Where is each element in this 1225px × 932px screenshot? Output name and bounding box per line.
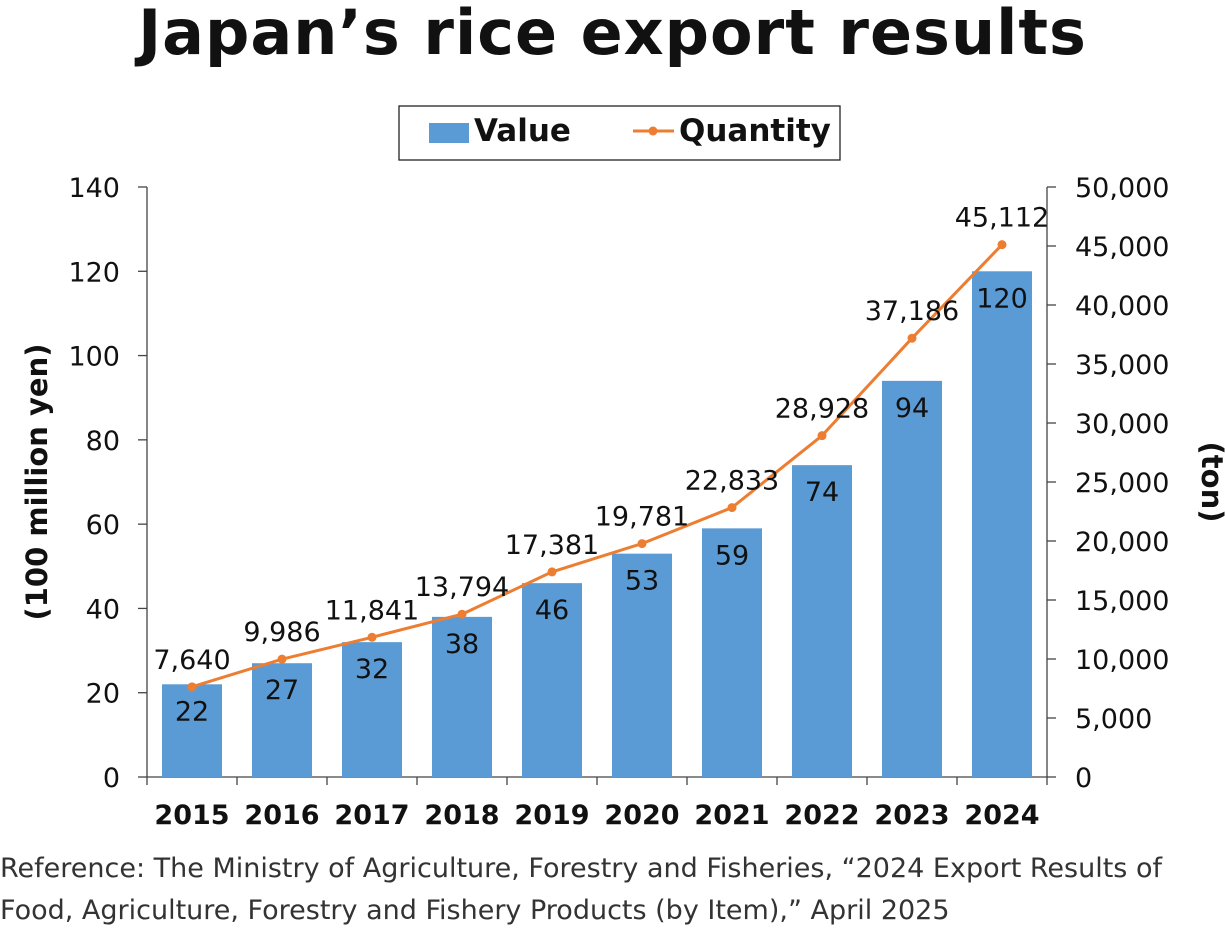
x-tick-label: 2024 bbox=[964, 800, 1039, 831]
bar-data-label: 32 bbox=[355, 654, 389, 685]
y-right-tick-label: 10,000 bbox=[1075, 645, 1169, 676]
y-right-tick-label: 45,000 bbox=[1075, 232, 1169, 263]
line-data-label: 45,112 bbox=[955, 203, 1049, 234]
y-left-tick-label: 0 bbox=[103, 763, 120, 794]
y-right-tick-label: 40,000 bbox=[1075, 291, 1169, 322]
y-right-tick-label: 50,000 bbox=[1075, 173, 1169, 204]
y-left-tick-label: 140 bbox=[68, 173, 120, 204]
y-right-tick-label: 30,000 bbox=[1075, 409, 1169, 440]
line-point-quantity bbox=[367, 632, 377, 642]
line-point-quantity bbox=[997, 240, 1007, 250]
y-right-tick-label: 15,000 bbox=[1075, 586, 1169, 617]
bar-data-label: 46 bbox=[535, 595, 569, 626]
reference-line-1: Reference: The Ministry of Agriculture, … bbox=[0, 853, 1162, 884]
x-tick-label: 2021 bbox=[694, 800, 769, 831]
line-data-label: 11,841 bbox=[325, 595, 419, 626]
y-left-tick-label: 80 bbox=[86, 426, 120, 457]
bar-data-label: 74 bbox=[805, 477, 839, 508]
bar-data-label: 38 bbox=[445, 629, 479, 660]
line-point-quantity bbox=[817, 431, 827, 441]
bar-value bbox=[702, 528, 762, 777]
line-point-quantity bbox=[187, 682, 197, 692]
x-tick-label: 2022 bbox=[784, 800, 859, 831]
line-data-label: 28,928 bbox=[775, 394, 869, 425]
x-tick-label: 2018 bbox=[424, 800, 499, 831]
bar-data-label: 22 bbox=[175, 696, 209, 727]
bar-value bbox=[882, 380, 942, 777]
line-point-quantity bbox=[277, 654, 287, 664]
line-data-label: 19,781 bbox=[595, 502, 689, 533]
legend: Value Quantity bbox=[398, 105, 841, 161]
plot-layer: 0 20 40 60 80 100 120 140 0 5,000 10,000 15,000 20,0… bbox=[68, 173, 1169, 831]
line-data-label: 9,986 bbox=[243, 617, 320, 648]
line-point-quantity bbox=[547, 567, 557, 577]
line-data-label: 37,186 bbox=[865, 296, 959, 327]
bar-value bbox=[612, 553, 672, 777]
legend-label-value: Value bbox=[474, 113, 571, 149]
y-right-tick-label: 25,000 bbox=[1075, 468, 1169, 499]
bar-data-label: 27 bbox=[265, 675, 299, 706]
legend-label-quantity: Quantity bbox=[679, 113, 831, 149]
x-tick-label: 2020 bbox=[604, 800, 679, 831]
x-tick-label: 2019 bbox=[514, 800, 589, 831]
y-left-tick-label: 100 bbox=[68, 342, 120, 373]
reference-note: Reference: The Ministry of Agriculture, … bbox=[0, 848, 1225, 932]
y-right-tick-label: 35,000 bbox=[1075, 350, 1169, 381]
line-data-label: 7,640 bbox=[153, 645, 230, 676]
y-axis-left-title: (100 million yen) bbox=[20, 343, 54, 620]
bar-value bbox=[162, 684, 222, 777]
legend-swatch-value bbox=[429, 123, 469, 143]
legend-frame bbox=[398, 105, 841, 161]
y-left-tick-label: 120 bbox=[68, 257, 120, 288]
legend-marker-quantity bbox=[648, 126, 658, 136]
y-axis-right-title: (ton) bbox=[1195, 442, 1225, 523]
y-left-tick-label: 40 bbox=[86, 594, 120, 625]
y-left-tick-label: 20 bbox=[86, 679, 120, 710]
bar-data-label: 120 bbox=[976, 283, 1028, 314]
x-tick-label: 2016 bbox=[244, 800, 319, 831]
line-data-label: 17,381 bbox=[505, 530, 599, 561]
bar-value bbox=[792, 465, 852, 777]
bar-data-label: 59 bbox=[715, 540, 749, 571]
y-right-tick-label: 5,000 bbox=[1075, 704, 1152, 735]
bar-value bbox=[972, 271, 1032, 777]
line-point-quantity bbox=[637, 539, 647, 549]
line-point-quantity bbox=[907, 333, 917, 343]
chart-title: Japan’s rice export results bbox=[138, 0, 1087, 69]
y-right-tick-label: 0 bbox=[1075, 763, 1092, 794]
line-data-label: 22,833 bbox=[685, 466, 779, 497]
x-tick-label: 2015 bbox=[154, 800, 229, 831]
bar-value bbox=[252, 663, 312, 777]
line-data-label: 13,794 bbox=[415, 572, 509, 603]
bar-data-label: 94 bbox=[895, 393, 929, 424]
line-point-quantity bbox=[457, 609, 467, 619]
x-tick-label: 2017 bbox=[334, 800, 409, 831]
y-right-tick-label: 20,000 bbox=[1075, 527, 1169, 558]
reference-line-2: Food, Agriculture, Forestry and Fishery … bbox=[0, 895, 950, 926]
y-left-tick-label: 60 bbox=[86, 510, 120, 541]
x-tick-label: 2023 bbox=[874, 800, 949, 831]
bar-data-label: 53 bbox=[625, 566, 659, 597]
bar-value bbox=[432, 616, 492, 777]
line-point-quantity bbox=[727, 503, 737, 513]
bar-value bbox=[342, 642, 402, 777]
bar-value bbox=[522, 583, 582, 777]
series-line-quantity bbox=[191, 243, 1004, 689]
